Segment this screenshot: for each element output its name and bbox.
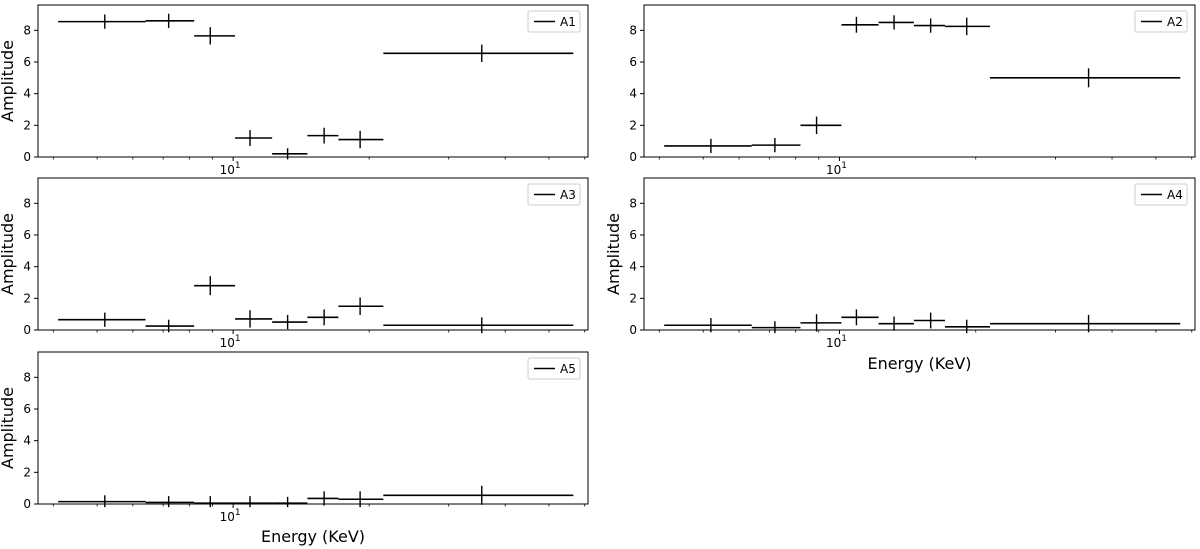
plot-frame (643, 4, 1196, 158)
data-point (913, 312, 945, 329)
data-point (338, 130, 384, 149)
panel-5: 0 2 4 6 8 101 A5 Amplitude Energy (KeV) (0, 351, 589, 546)
data-point (272, 314, 308, 330)
data-point (194, 496, 236, 508)
y-tick-label: 4 (629, 260, 637, 274)
y-tick-label: 2 (629, 118, 637, 132)
data-point (58, 14, 146, 29)
x-tick-label: 101 (220, 161, 241, 177)
data-point (338, 491, 384, 508)
data-point (307, 491, 339, 506)
data-point (913, 18, 945, 33)
y-tick-label: 6 (23, 402, 31, 416)
data-point (989, 68, 1181, 88)
data-point (272, 148, 308, 160)
y-tick-label: 4 (629, 87, 637, 101)
data-point (751, 138, 801, 153)
data-point (878, 316, 914, 331)
data-point (841, 309, 879, 326)
y-tick-label: 8 (23, 370, 31, 384)
data-point (989, 314, 1181, 333)
data-point (800, 116, 842, 135)
plot-frame (37, 4, 589, 158)
y-axis-label: Amplitude (0, 387, 17, 469)
data-point (194, 276, 236, 296)
y-tick-label: 2 (23, 118, 31, 132)
legend-label: A5 (560, 362, 576, 376)
data-point (383, 44, 574, 62)
data-point (58, 495, 146, 508)
y-tick-label: 8 (629, 23, 637, 37)
plot-frame (37, 351, 589, 505)
y-axis-label: Amplitude (604, 213, 623, 295)
y-tick-label: 0 (23, 150, 31, 164)
plot-frame (37, 177, 589, 331)
legend-label: A2 (1167, 15, 1183, 29)
data-point (235, 310, 273, 328)
data-point (878, 15, 914, 30)
legend: A3 (527, 183, 581, 206)
data-point (307, 127, 339, 144)
legend: A2 (1134, 10, 1188, 33)
y-tick-label: 4 (23, 87, 31, 101)
y-tick-label: 0 (629, 323, 637, 337)
data-point (338, 297, 384, 315)
panel-1: 0 2 4 6 8 101 A1 Amplitude (0, 4, 589, 177)
y-tick-label: 8 (23, 23, 31, 37)
x-axis-label: Energy (KeV) (867, 354, 971, 373)
data-point (194, 27, 236, 45)
data-point (841, 16, 879, 33)
panel-2: 0 2 4 6 8 101 A2 (629, 4, 1196, 177)
data-point (272, 496, 308, 508)
legend: A4 (1134, 183, 1188, 206)
panel-4: 0 2 4 6 8 101 A4 Amplitude Energy (KeV) (604, 177, 1196, 373)
data-point (664, 138, 752, 154)
data-point (307, 309, 339, 326)
legend-label: A1 (560, 15, 576, 29)
x-axis-label: Energy (KeV) (261, 527, 365, 546)
data-point (145, 13, 195, 28)
plot-frame (643, 177, 1196, 331)
panel-3: 0 2 4 6 8 101 A3 Amplitude (0, 177, 589, 350)
legend-label: A3 (560, 188, 576, 202)
y-tick-label: 8 (629, 196, 637, 210)
y-tick-label: 2 (23, 291, 31, 305)
data-point (58, 312, 146, 327)
y-tick-label: 6 (629, 55, 637, 69)
y-tick-label: 6 (23, 228, 31, 242)
y-axis-label: Amplitude (0, 213, 17, 295)
y-tick-label: 6 (629, 228, 637, 242)
legend: A1 (527, 10, 581, 33)
y-tick-label: 4 (23, 434, 31, 448)
y-tick-label: 0 (23, 497, 31, 511)
y-tick-label: 4 (23, 260, 31, 274)
legend-label: A4 (1167, 188, 1183, 202)
x-tick-label: 101 (826, 161, 847, 177)
data-point (383, 317, 574, 334)
data-point (944, 17, 990, 36)
x-tick-label: 101 (220, 334, 241, 350)
x-tick-label: 101 (826, 334, 847, 350)
data-point (944, 319, 990, 334)
data-point (383, 485, 574, 505)
data-point (235, 496, 273, 508)
data-point (751, 321, 801, 334)
x-tick-label: 101 (220, 508, 241, 524)
data-point (800, 314, 842, 332)
y-tick-label: 8 (23, 196, 31, 210)
y-tick-label: 2 (629, 291, 637, 305)
legend: A5 (527, 357, 581, 380)
y-tick-label: 6 (23, 55, 31, 69)
y-tick-label: 0 (23, 323, 31, 337)
y-tick-label: 2 (23, 465, 31, 479)
data-point (235, 130, 273, 146)
y-tick-label: 0 (629, 150, 637, 164)
y-axis-label: Amplitude (0, 40, 17, 122)
data-point (145, 496, 195, 508)
